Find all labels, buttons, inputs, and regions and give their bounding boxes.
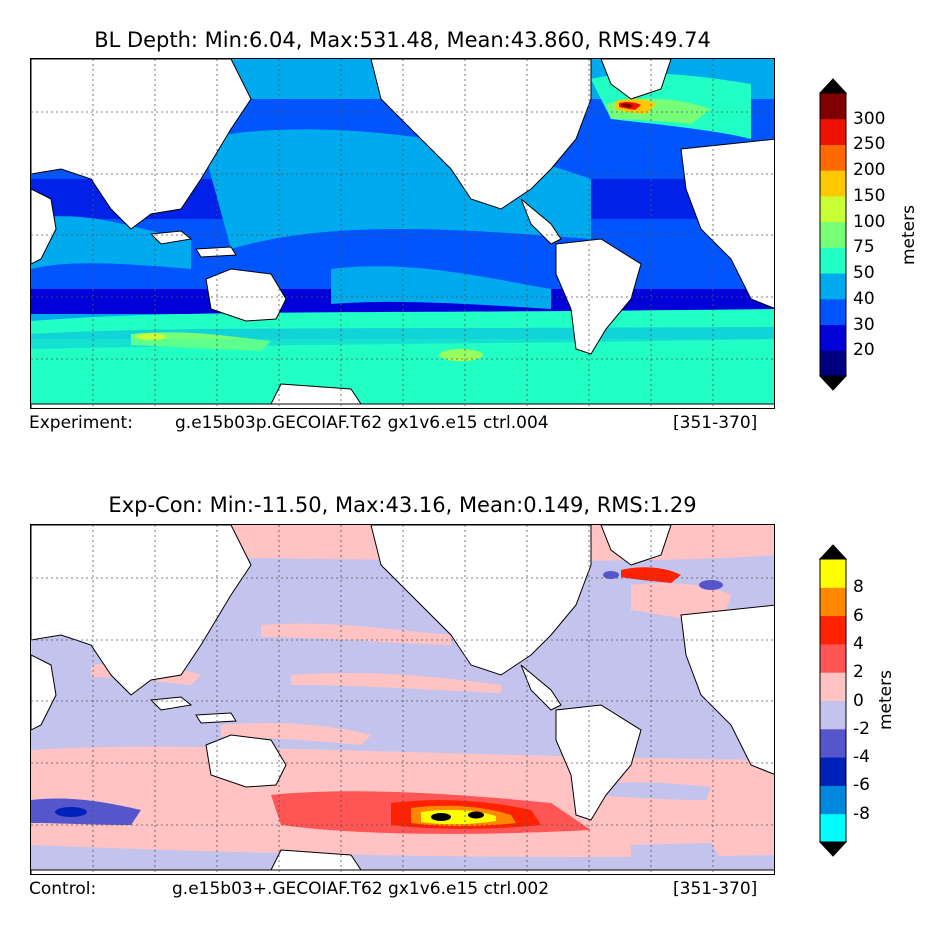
bottom-colorbar-units: meters (876, 670, 896, 730)
top-plot-title: BL Depth: Min:6.04, Max:531.48, Mean:43.… (94, 28, 711, 52)
top-footer-case: g.e15b03p.GECOIAF.T62 gx1v6.e15 ctrl.004 (175, 413, 549, 433)
top-colorbar-segment (820, 324, 846, 351)
top-colorbar-segment (820, 247, 846, 274)
top-colorbar-segment (820, 93, 846, 120)
top-colorbar-under-arrow (818, 375, 848, 391)
bottom-colorbar (818, 544, 848, 857)
bottom-colorbar-segment (820, 615, 846, 645)
bottom-footer-case: g.e15b03+.GECOIAF.T62 gx1v6.e15 ctrl.002 (172, 879, 550, 899)
top-colorbar-tick-label: 30 (853, 314, 875, 335)
bottom-colorbar-segment (820, 757, 846, 786)
top-colorbar-segment (820, 195, 846, 223)
bottom-colorbar-over-arrow (818, 544, 848, 560)
top-map-plot (30, 58, 775, 409)
bottom-colorbar-tick-label: -2 (853, 718, 870, 739)
bottom-colorbar-tick-label: 0 (853, 690, 864, 711)
top-colorbar-segment (820, 118, 846, 145)
bottom-colorbar-under-arrow (818, 841, 848, 857)
bottom-plot-title: Exp-Con: Min:-11.50, Max:43.16, Mean:0.1… (108, 493, 697, 517)
top-footer-years: [351-370] (673, 413, 758, 433)
top-colorbar-tick-label: 40 (853, 288, 875, 309)
bottom-colorbar-tick-label: 6 (853, 605, 864, 626)
top-colorbar-segment (820, 298, 846, 326)
top-colorbar-units: meters (899, 205, 919, 265)
top-colorbar-tick-label: 20 (853, 340, 875, 361)
bottom-colorbar-segment (820, 672, 846, 701)
bottom-colorbar-segment (820, 785, 846, 815)
top-colorbar-tick-label: 75 (853, 237, 875, 258)
top-colorbar-tick-label: 150 (853, 185, 886, 206)
bottom-colorbar-tick-label: 4 (853, 633, 864, 654)
bottom-colorbar-segment (820, 587, 846, 617)
top-colorbar-segment (820, 144, 846, 171)
bottom-colorbar-segment (820, 643, 846, 673)
bottom-colorbar-segment (820, 728, 846, 758)
bottom-map-plot (30, 524, 775, 875)
bottom-footer-label: Control: (29, 879, 97, 899)
bottom-colorbar-tick-label: -8 (853, 803, 870, 824)
top-colorbar (818, 78, 848, 391)
top-colorbar-segment (820, 350, 846, 377)
top-colorbar-tick-label: 50 (853, 263, 875, 284)
top-colorbar-segment (820, 221, 846, 248)
top-colorbar-tick-label: 100 (853, 211, 886, 232)
top-colorbar-over-arrow (818, 78, 848, 94)
top-colorbar-segment (820, 273, 846, 300)
bottom-colorbar-segment (820, 559, 846, 588)
bottom-colorbar-tick-label: 8 (853, 577, 864, 598)
bottom-colorbar-tick-label: -6 (853, 775, 870, 796)
bottom-footer-years: [351-370] (673, 879, 758, 899)
top-footer-label: Experiment: (29, 413, 133, 433)
bottom-colorbar-tick-label: -4 (853, 747, 870, 768)
bottom-colorbar-segment (820, 813, 846, 843)
top-colorbar-tick-label: 250 (853, 134, 886, 155)
top-colorbar-segment (820, 170, 846, 197)
bottom-colorbar-segment (820, 700, 846, 730)
top-colorbar-tick-label: 200 (853, 160, 886, 181)
bottom-colorbar-tick-label: 2 (853, 662, 864, 683)
top-colorbar-tick-label: 300 (853, 108, 886, 129)
